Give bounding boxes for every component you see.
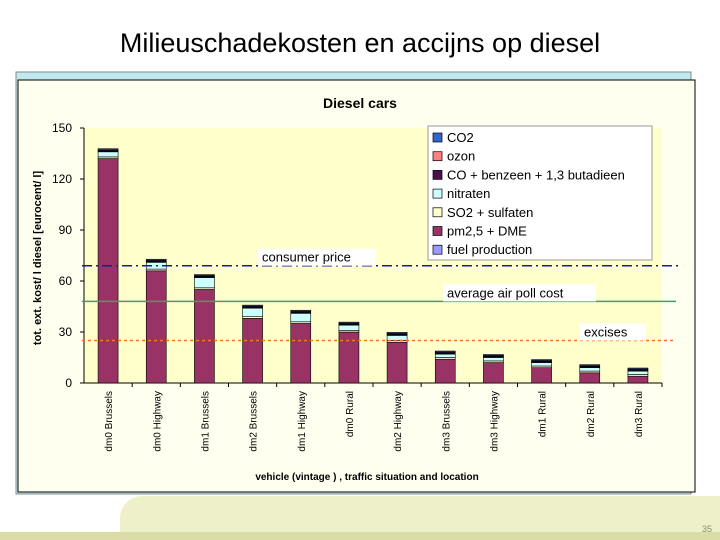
reference-label: average air poll cost bbox=[447, 285, 564, 300]
bar-segment bbox=[338, 331, 360, 384]
y-tick-label: 150 bbox=[52, 121, 72, 135]
footer-stripe bbox=[0, 532, 720, 540]
chart-title: Diesel cars bbox=[323, 95, 397, 111]
x-tick-label: dm0 Rural bbox=[345, 391, 356, 437]
bar-segment bbox=[97, 151, 119, 158]
bar-segment bbox=[531, 359, 552, 361]
legend-entry: SO2 + sulfaten bbox=[447, 205, 533, 220]
bar-segment bbox=[386, 341, 408, 384]
bar-segment bbox=[579, 372, 601, 384]
bar-stack bbox=[242, 304, 263, 384]
legend-swatch bbox=[432, 207, 443, 218]
bar-segment bbox=[290, 323, 312, 384]
bar-segment bbox=[242, 304, 263, 307]
bar-segment bbox=[145, 258, 167, 261]
bar-segment bbox=[483, 354, 504, 356]
reference-label-bg bbox=[443, 284, 596, 302]
y-tick-label: 90 bbox=[59, 223, 73, 237]
page-number: 35 bbox=[701, 524, 712, 534]
bar-stack bbox=[579, 364, 601, 384]
legend-entry: pm2,5 + DME bbox=[447, 224, 527, 239]
bar-segment bbox=[531, 367, 552, 384]
bar-stack bbox=[434, 350, 456, 384]
bar-segment bbox=[627, 375, 649, 384]
x-tick-label: dm2 Brussels bbox=[249, 391, 260, 452]
y-tick-label: 30 bbox=[59, 325, 73, 339]
y-tick-label: 60 bbox=[59, 274, 73, 288]
bar-segment bbox=[386, 335, 408, 341]
bar-stack bbox=[386, 332, 408, 384]
bar-stack bbox=[145, 258, 167, 384]
x-tick-label: dm1 Rural bbox=[538, 391, 549, 437]
y-tick-label: 120 bbox=[52, 172, 72, 186]
y-tick-label: 0 bbox=[65, 376, 72, 390]
x-tick-label: dm3 Highway bbox=[489, 391, 500, 452]
legend-swatch bbox=[432, 226, 443, 236]
reference-label-bg bbox=[580, 323, 646, 341]
x-axis-label: vehicle (vintage ) , traffic situation a… bbox=[255, 472, 478, 483]
x-tick-label: dm1 Highway bbox=[297, 391, 308, 452]
bar-segment bbox=[386, 332, 408, 334]
legend-entry: nitraten bbox=[447, 186, 490, 201]
x-tick-label: dm0 Highway bbox=[152, 391, 163, 452]
bar-segment bbox=[242, 307, 263, 318]
bar-segment bbox=[483, 362, 504, 384]
x-tick-label: dm0 Brussels bbox=[104, 391, 115, 452]
bar-segment bbox=[434, 353, 456, 358]
bar-segment bbox=[194, 274, 215, 276]
bar-segment bbox=[242, 318, 263, 384]
bar-segment bbox=[627, 370, 649, 375]
bar-segment bbox=[194, 289, 215, 384]
legend-entry: ozon bbox=[447, 149, 475, 164]
slide-title: Milieuschadekosten en accijns op diesel bbox=[119, 28, 601, 58]
bar-segment bbox=[338, 321, 360, 324]
x-tick-label: dm3 Brussels bbox=[441, 391, 452, 452]
legend-swatch bbox=[432, 132, 443, 143]
bar-segment bbox=[531, 362, 552, 367]
bar-stack bbox=[194, 274, 215, 384]
x-tick-label: dm1 Brussels bbox=[200, 391, 211, 452]
bar-segment bbox=[338, 324, 360, 331]
legend-swatch bbox=[432, 244, 443, 255]
bar-stack bbox=[627, 367, 649, 384]
y-axis-label: tot. ext. kost/ l diesel [eurocent/ l] bbox=[32, 171, 44, 346]
bar-segment bbox=[434, 350, 456, 353]
bar-stack bbox=[290, 309, 312, 384]
bar-segment bbox=[145, 270, 167, 384]
legend-swatch bbox=[432, 151, 443, 162]
legend-entry: CO2 bbox=[447, 130, 474, 145]
legend-box bbox=[427, 125, 653, 261]
bar-segment bbox=[579, 364, 601, 366]
legend-entry: fuel production bbox=[447, 242, 532, 257]
bar-segment bbox=[97, 148, 119, 150]
bar-segment bbox=[483, 357, 504, 362]
bar-segment bbox=[290, 309, 312, 312]
reference-label-bg bbox=[258, 248, 376, 266]
reference-label: excises bbox=[584, 325, 628, 340]
x-tick-label: dm2 Highway bbox=[393, 391, 404, 452]
bar-segment bbox=[290, 312, 312, 323]
bar-segment bbox=[579, 367, 601, 372]
x-tick-label: dm2 Rural bbox=[586, 391, 597, 437]
bar-segment bbox=[97, 158, 119, 384]
reference-label: consumer price bbox=[262, 250, 351, 265]
legend-entry: CO + benzeen + 1,3 butadieen bbox=[447, 167, 625, 182]
bar-stack bbox=[483, 354, 504, 384]
bar-segment bbox=[434, 358, 456, 384]
x-tick-label: dm3 Rural bbox=[634, 391, 645, 437]
bar-stack bbox=[97, 148, 119, 384]
legend-swatch bbox=[432, 170, 443, 180]
bar-segment bbox=[627, 367, 649, 370]
bar-stack bbox=[531, 359, 552, 384]
bar-stack bbox=[338, 321, 360, 384]
bar-segment bbox=[194, 277, 215, 289]
legend-swatch bbox=[432, 188, 443, 199]
